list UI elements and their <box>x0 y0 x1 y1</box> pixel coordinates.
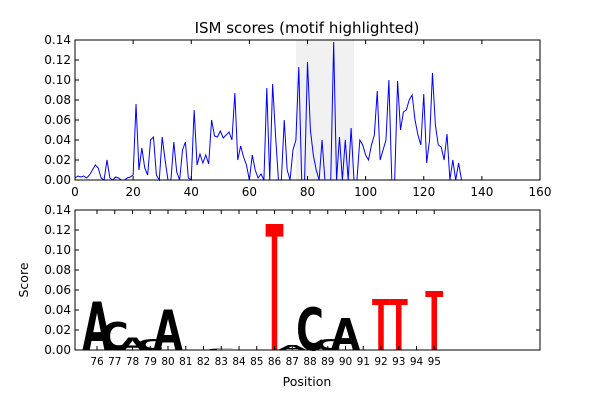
y-tick-label: 0.02 <box>44 153 71 167</box>
x-tick-label: 88 <box>303 356 316 368</box>
x-tick-label: 77 <box>108 356 121 368</box>
x-tick-label: 120 <box>412 185 435 199</box>
x-tick-label: 60 <box>242 185 257 199</box>
x-tick-label: 80 <box>161 356 174 368</box>
y-tick-label: 0.00 <box>44 173 71 187</box>
x-tick-label: 93 <box>392 356 405 368</box>
y-axis-label: Score <box>16 262 31 297</box>
x-tick-label: 89 <box>321 356 334 368</box>
x-tick-label: 91 <box>357 356 370 368</box>
logo-letter-T <box>425 291 444 350</box>
chart-title: ISM scores (motif highlighted) <box>195 19 420 37</box>
y-tick-label: 0.08 <box>44 263 71 277</box>
y-tick-label: 0.06 <box>44 113 71 127</box>
y-tick-label: 0.12 <box>44 53 71 67</box>
y-tick-label: 0.12 <box>44 223 71 237</box>
x-tick-label: 100 <box>354 185 377 199</box>
bottom-y-axis: 0.00 0.02 0.04 0.06 0.08 0.10 0.12 0.14 <box>44 203 540 357</box>
logo-letter-T <box>389 299 408 350</box>
x-tick-label: 86 <box>268 356 282 368</box>
x-tick-label: 160 <box>529 185 552 199</box>
logo-letter-C: C <box>101 315 129 359</box>
y-tick-label: 0.14 <box>44 33 71 47</box>
x-tick-label: 85 <box>250 356 263 368</box>
logo-letter-C: C <box>314 336 342 354</box>
x-tick-label: 80 <box>300 185 315 199</box>
y-tick-label: 0.04 <box>44 133 71 147</box>
y-tick-label: 0.10 <box>44 73 71 87</box>
logo-letter-T <box>372 299 390 350</box>
logo-letter-C: C <box>136 336 164 354</box>
x-tick-label: 87 <box>286 356 299 368</box>
y-tick-label: 0.00 <box>44 343 71 357</box>
x-tick-label: 84 <box>232 356 246 368</box>
x-tick-label: 78 <box>126 356 139 368</box>
y-tick-label: 0.14 <box>44 203 71 217</box>
logo-letter-A: A <box>118 335 148 354</box>
ism-line-panel: ISM scores (motif highlighted) 0.000.020… <box>44 19 551 199</box>
motif-logo-panel: ACACACACCA 0.000.020.040.060.080.100.120… <box>16 203 541 389</box>
x-tick-label: 95 <box>428 356 441 368</box>
x-tick-label: 82 <box>197 356 210 368</box>
motif-highlight-span <box>295 40 354 180</box>
x-tick-label: 81 <box>179 356 192 368</box>
x-tick-label: 83 <box>215 356 228 368</box>
x-tick-label: 79 <box>144 356 157 368</box>
logo-letter-T <box>265 224 284 350</box>
x-tick-label: 140 <box>470 185 493 199</box>
bottom-axes-frame <box>74 209 541 351</box>
x-tick-label: 20 <box>125 185 140 199</box>
y-tick-label: 0.02 <box>44 323 71 337</box>
ism-series-group <box>74 41 497 182</box>
bottom-x-axis: 76 77 78 79 80 81 82 83 84 85 86 87 88 89 90 91 92 93 94 95 <box>90 210 441 368</box>
y-tick-label: 0.08 <box>44 93 71 107</box>
logo-letters-group: ACACACACCA <box>82 224 444 366</box>
y-tick-label: 0.10 <box>44 243 71 257</box>
top-y-axis: 0.00 0.02 0.04 0.06 0.08 0.10 0.12 0.14 <box>44 33 540 187</box>
y-tick-label: 0.04 <box>44 303 71 317</box>
top-x-axis: 0 20 40 60 80 100 120 140 160 <box>71 40 551 199</box>
x-tick-label: 94 <box>410 356 424 368</box>
x-tick-label: 0 <box>71 185 79 199</box>
y-tick-label: 0.06 <box>44 283 71 297</box>
logo-letter-A: A <box>153 300 183 364</box>
x-axis-label: Position <box>283 374 332 389</box>
x-tick-label: 90 <box>339 356 352 368</box>
ism-series-line <box>74 41 497 182</box>
logo-letter-A: A <box>331 309 361 360</box>
logo-letter-C: C <box>296 295 324 364</box>
x-tick-label: 76 <box>90 356 104 368</box>
x-tick-label: 92 <box>374 356 387 368</box>
x-tick-label: 40 <box>184 185 199 199</box>
logo-letter-A: A <box>82 289 112 366</box>
